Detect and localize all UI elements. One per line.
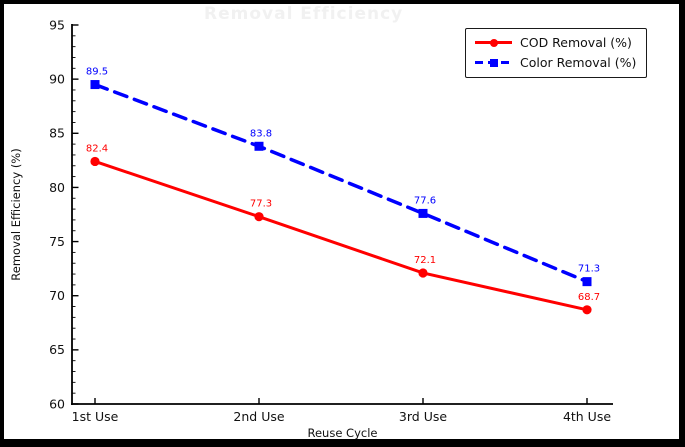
x-tick-label: 4th Use xyxy=(563,409,611,424)
x-tick-label: 2nd Use xyxy=(233,409,284,424)
data-point-marker xyxy=(254,212,264,222)
x-tick-label: 1st Use xyxy=(72,409,119,424)
y-tick-label: 75 xyxy=(49,234,65,249)
legend-sample-cod xyxy=(475,38,512,48)
square-marker-icon xyxy=(489,58,498,67)
x-axis-title: Reuse Cycle xyxy=(308,426,378,439)
value-label: 83.8 xyxy=(250,128,272,139)
y-tick-label: 90 xyxy=(49,72,65,87)
legend-label-cod-removal: COD Removal (%) xyxy=(520,35,632,50)
series-line-1 xyxy=(93,82,589,284)
value-label: 82.4 xyxy=(86,143,108,154)
data-point-marker xyxy=(418,208,428,218)
legend-entry-color-removal: Color Removal (%) xyxy=(475,54,636,71)
y-axis-title: Removal Efficiency (%) xyxy=(9,148,23,280)
figure-canvas: Removal Efficiency 60 65 70 75 80 85 90 95 1st U… xyxy=(4,4,679,439)
y-tick-label: 80 xyxy=(49,180,65,195)
data-point-marker xyxy=(90,80,100,90)
faint-figure-title: Removal Efficiency xyxy=(204,4,404,24)
x-tick-label: 3rd Use xyxy=(399,409,447,424)
data-point-marker xyxy=(90,156,100,167)
data-point-marker xyxy=(582,305,592,315)
legend-sample-color xyxy=(475,58,512,68)
legend-entry-cod-removal: COD Removal (%) xyxy=(475,34,636,51)
y-tick-label: 85 xyxy=(49,126,65,141)
legend-label-color-removal: Color Removal (%) xyxy=(520,55,637,70)
value-label: 77.6 xyxy=(414,195,436,206)
value-label: 71.3 xyxy=(578,264,600,275)
y-tick-label: 70 xyxy=(49,288,65,303)
value-label: 68.7 xyxy=(578,292,600,303)
y-tick-label: 95 xyxy=(49,17,65,32)
legend: COD Removal (%) Color Removal (%) xyxy=(465,28,648,78)
data-point-marker xyxy=(582,277,592,287)
data-point-marker xyxy=(254,141,264,151)
series-line-0 xyxy=(93,159,589,312)
data-point-marker xyxy=(418,268,428,278)
value-label: 77.3 xyxy=(250,199,272,210)
circle-marker-icon xyxy=(489,38,498,47)
y-tick-label: 65 xyxy=(49,342,65,357)
chart-canvas: 60 65 70 75 80 85 90 95 1st Use 2nd Use 3rd Use 4th… xyxy=(9,17,613,439)
value-label: 89.5 xyxy=(86,67,108,78)
y-tick-label: 60 xyxy=(49,396,65,411)
value-label: 72.1 xyxy=(414,255,436,266)
